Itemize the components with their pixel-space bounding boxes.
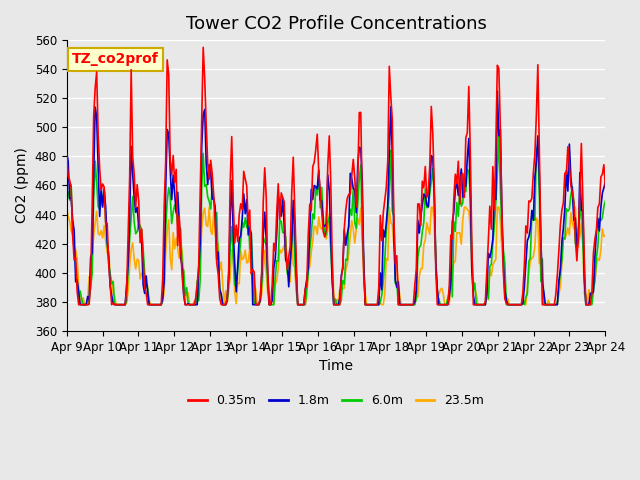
23.5m xyxy=(573,237,580,242)
Text: TZ_co2prof: TZ_co2prof xyxy=(72,52,159,66)
23.5m xyxy=(78,302,86,308)
23.5m xyxy=(131,256,138,262)
1.8m xyxy=(575,235,582,241)
6.0m xyxy=(63,192,70,197)
0.35m xyxy=(244,222,252,228)
0.35m xyxy=(63,155,70,160)
0.35m xyxy=(131,171,138,177)
0.35m xyxy=(75,302,83,308)
23.5m xyxy=(252,287,260,293)
1.8m xyxy=(300,302,308,308)
6.0m xyxy=(300,302,308,308)
6.0m xyxy=(495,132,502,137)
6.0m xyxy=(131,219,138,225)
0.35m xyxy=(575,232,582,238)
Line: 23.5m: 23.5m xyxy=(67,207,605,305)
0.35m xyxy=(602,185,609,191)
6.0m xyxy=(225,280,232,286)
Line: 6.0m: 6.0m xyxy=(67,134,605,305)
23.5m xyxy=(243,260,251,266)
1.8m xyxy=(225,273,232,279)
23.5m xyxy=(225,288,232,294)
1.8m xyxy=(243,197,251,203)
Legend: 0.35m, 1.8m, 6.0m, 23.5m: 0.35m, 1.8m, 6.0m, 23.5m xyxy=(183,389,489,412)
23.5m xyxy=(602,233,609,239)
23.5m xyxy=(300,302,308,308)
6.0m xyxy=(602,198,609,204)
X-axis label: Time: Time xyxy=(319,359,353,373)
23.5m xyxy=(63,204,70,210)
6.0m xyxy=(243,225,251,230)
Line: 1.8m: 1.8m xyxy=(67,91,605,305)
1.8m xyxy=(602,179,609,184)
0.35m xyxy=(200,45,207,50)
1.8m xyxy=(131,194,138,200)
1.8m xyxy=(76,302,84,308)
1.8m xyxy=(252,302,260,308)
0.35m xyxy=(301,286,309,291)
Line: 0.35m: 0.35m xyxy=(67,48,605,305)
1.8m xyxy=(63,149,70,155)
6.0m xyxy=(575,227,582,233)
0.35m xyxy=(227,179,234,185)
Title: Tower CO2 Profile Concentrations: Tower CO2 Profile Concentrations xyxy=(186,15,486,33)
1.8m xyxy=(493,88,501,94)
Y-axis label: CO2 (ppm): CO2 (ppm) xyxy=(15,147,29,223)
0.35m xyxy=(253,302,261,308)
6.0m xyxy=(79,302,87,308)
6.0m xyxy=(252,300,260,306)
